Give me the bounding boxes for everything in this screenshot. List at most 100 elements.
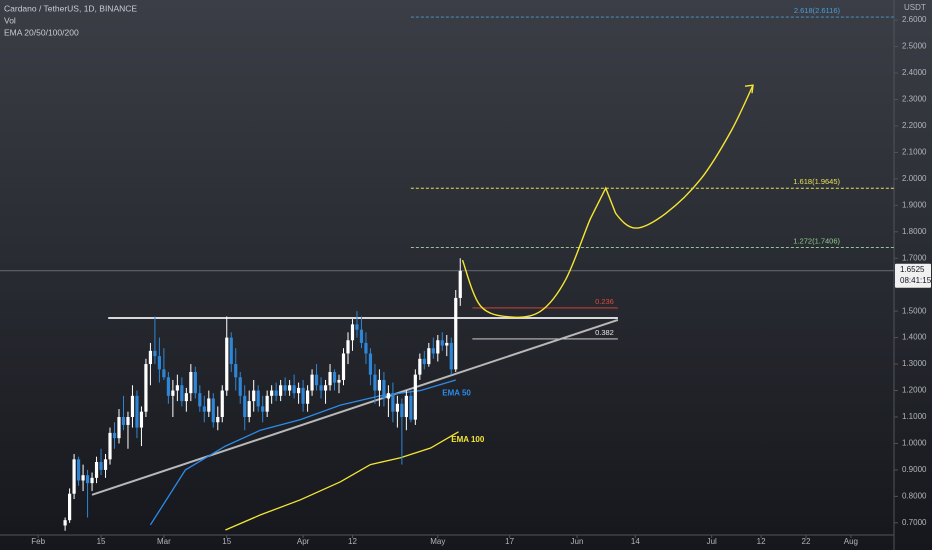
fib-label: 0.382 — [595, 328, 614, 337]
candle-body — [341, 353, 346, 380]
candle-body — [256, 390, 260, 407]
candle-body — [350, 324, 355, 341]
y-tick-label: 1.8000 — [902, 227, 927, 236]
candle-body — [130, 395, 135, 417]
x-tick-label: 15 — [222, 537, 231, 546]
candle-body — [166, 377, 170, 396]
fib-label: 1.618(1.9645) — [793, 177, 840, 186]
fib-label: 1.272(1.7406) — [793, 236, 840, 245]
y-tick-label: 1.4000 — [902, 333, 927, 342]
candle-body — [458, 270, 462, 298]
candle-body — [364, 342, 368, 354]
y-axis-label: USDT — [904, 3, 926, 12]
candle-body — [319, 385, 323, 391]
candle-body — [418, 358, 422, 375]
candle-body — [85, 475, 90, 484]
chart-title: Cardano / TetherUS, 1D, BINANCE — [4, 3, 137, 13]
y-tick-label: 2.3000 — [902, 95, 927, 104]
candle-body — [413, 374, 417, 420]
y-tick-label: 2.5000 — [902, 42, 927, 51]
candle-body — [283, 385, 287, 391]
candle-body — [243, 395, 247, 417]
candle-body — [296, 387, 301, 394]
candle-body — [112, 432, 117, 439]
candle-body — [422, 358, 426, 365]
candle-body — [270, 390, 274, 396]
candle-body — [180, 385, 184, 402]
projection-path — [461, 84, 754, 319]
candle-body — [440, 340, 444, 346]
y-tick-label: 1.3000 — [902, 359, 927, 368]
candle-body — [162, 369, 166, 378]
candle-body — [382, 379, 386, 399]
candle-body — [193, 372, 197, 394]
candle-body — [288, 385, 292, 391]
candle-body — [126, 416, 130, 425]
legend-item: EMA 20/50/100/200 — [4, 27, 79, 37]
candle-body — [211, 398, 215, 423]
y-tick-label: 2.0000 — [902, 174, 927, 183]
candle-body — [252, 390, 256, 402]
candle-body — [279, 385, 283, 396]
candle-body — [108, 432, 112, 460]
candle-body — [391, 393, 395, 412]
price-tag — [895, 263, 931, 288]
candle-body — [216, 416, 220, 423]
candle-body — [81, 475, 85, 481]
candle-body — [148, 350, 153, 365]
candle-body — [184, 393, 188, 402]
candle-body — [404, 395, 408, 417]
candle-body — [449, 342, 453, 370]
candle-body — [117, 416, 121, 439]
candle-body — [67, 493, 72, 521]
candle-body — [171, 390, 175, 396]
candle-body — [234, 364, 238, 378]
x-tick-label: Apr — [297, 537, 310, 546]
candle-body — [310, 374, 314, 391]
y-tick-label: 0.9000 — [902, 465, 927, 474]
candle-body — [359, 329, 364, 343]
y-tick-label: 2.2000 — [902, 121, 927, 130]
trendline — [91, 318, 619, 496]
candle-body — [202, 406, 206, 412]
projection-arrowhead — [744, 84, 754, 94]
x-tick-label: 22 — [802, 537, 811, 546]
candle-body — [332, 372, 337, 383]
y-tick-label: 1.0000 — [902, 439, 927, 448]
y-tick-label: 2.1000 — [902, 148, 927, 157]
candle-body — [175, 385, 179, 391]
ema-label: EMA 50 — [442, 388, 471, 397]
candle-body — [323, 385, 328, 391]
candle-body — [395, 403, 399, 412]
candle-body — [431, 348, 435, 354]
candle-body — [139, 411, 144, 428]
candle-body — [454, 297, 458, 370]
y-tick-label: 1.9000 — [902, 200, 927, 209]
candle-body — [135, 395, 139, 428]
candle-body — [292, 385, 296, 394]
legend-item: Vol — [4, 15, 16, 25]
candle-body — [355, 324, 359, 330]
x-tick-label: Mar — [157, 537, 171, 546]
candle-body — [238, 377, 242, 396]
candle-body — [445, 342, 449, 346]
ema-label: EMA 100 — [451, 435, 485, 444]
candle-body — [247, 401, 251, 417]
candle-body — [274, 390, 278, 396]
candle-body — [427, 348, 431, 365]
candle-body — [328, 372, 332, 386]
candle-body — [198, 393, 202, 407]
x-tick-label: 14 — [631, 537, 640, 546]
candle-body — [305, 390, 310, 404]
candle-body — [436, 340, 440, 354]
fib-label: 2.618(2.6116) — [794, 6, 841, 15]
candle-body — [99, 461, 103, 470]
candle-body — [229, 337, 233, 365]
y-tick-label: 1.5000 — [902, 306, 927, 315]
candle-body — [103, 459, 108, 470]
candle-body — [265, 395, 269, 412]
x-tick-label: 17 — [505, 537, 514, 546]
candle-body — [400, 403, 404, 417]
candle-body — [346, 340, 350, 354]
